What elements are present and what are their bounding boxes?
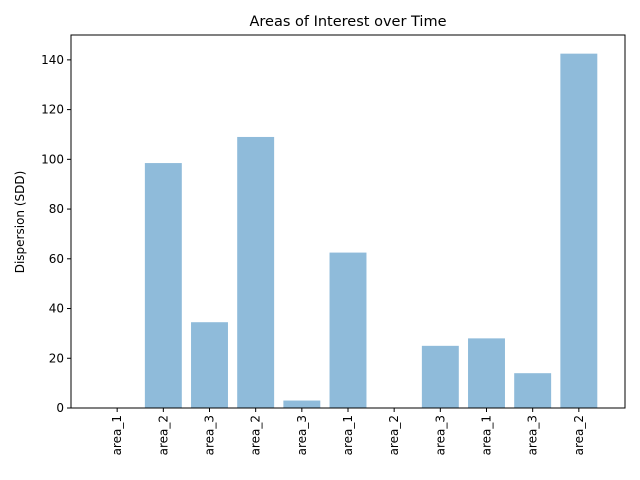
bar-area_3-9 [514,373,552,408]
y-tick-label: 0 [56,401,64,415]
bar-area_3-4 [283,400,321,408]
x-tick-label: area_2 [387,415,401,455]
x-tick-label: area_2 [156,415,170,455]
bar-area_2-3 [237,136,275,408]
x-tick-label: area_2 [249,415,263,455]
bar-area_3-2 [191,322,228,408]
plot-frame [70,34,626,409]
x-tick-label: area_3 [203,415,217,455]
bar-area_2-10 [560,53,598,409]
x-tick-label: area_2 [572,415,586,455]
chart-title: Areas of Interest over Time [249,14,446,30]
x-tick-label: area_3 [295,415,309,455]
y-tick-label: 140 [41,53,64,67]
bar-area_1-5 [329,252,367,408]
x-tick-label: area_3 [433,415,447,455]
y-tick-label: 120 [41,103,64,117]
y-axis: 0 20 40 60 80 100 120 140 [41,53,71,415]
x-tick-label: area_1 [480,415,494,455]
y-tick-label: 100 [41,152,64,166]
bar-area_1-8 [468,338,505,408]
x-axis: area_1 area_2 area_3 area_2 area_3 area_1 area… [110,408,586,455]
y-tick-label: 80 [49,202,64,216]
x-tick-label: area_1 [341,415,355,455]
bar-area_3-7 [421,345,459,408]
x-tick-label: area_1 [110,415,124,455]
y-tick-label: 20 [49,351,64,365]
bars-group [144,53,598,409]
y-tick-label: 40 [49,302,64,316]
bar-area_2-1 [144,163,182,408]
y-tick-label: 60 [49,252,64,266]
y-axis-label: Dispersion (SDD) [13,171,27,274]
x-tick-label: area_3 [526,415,540,455]
